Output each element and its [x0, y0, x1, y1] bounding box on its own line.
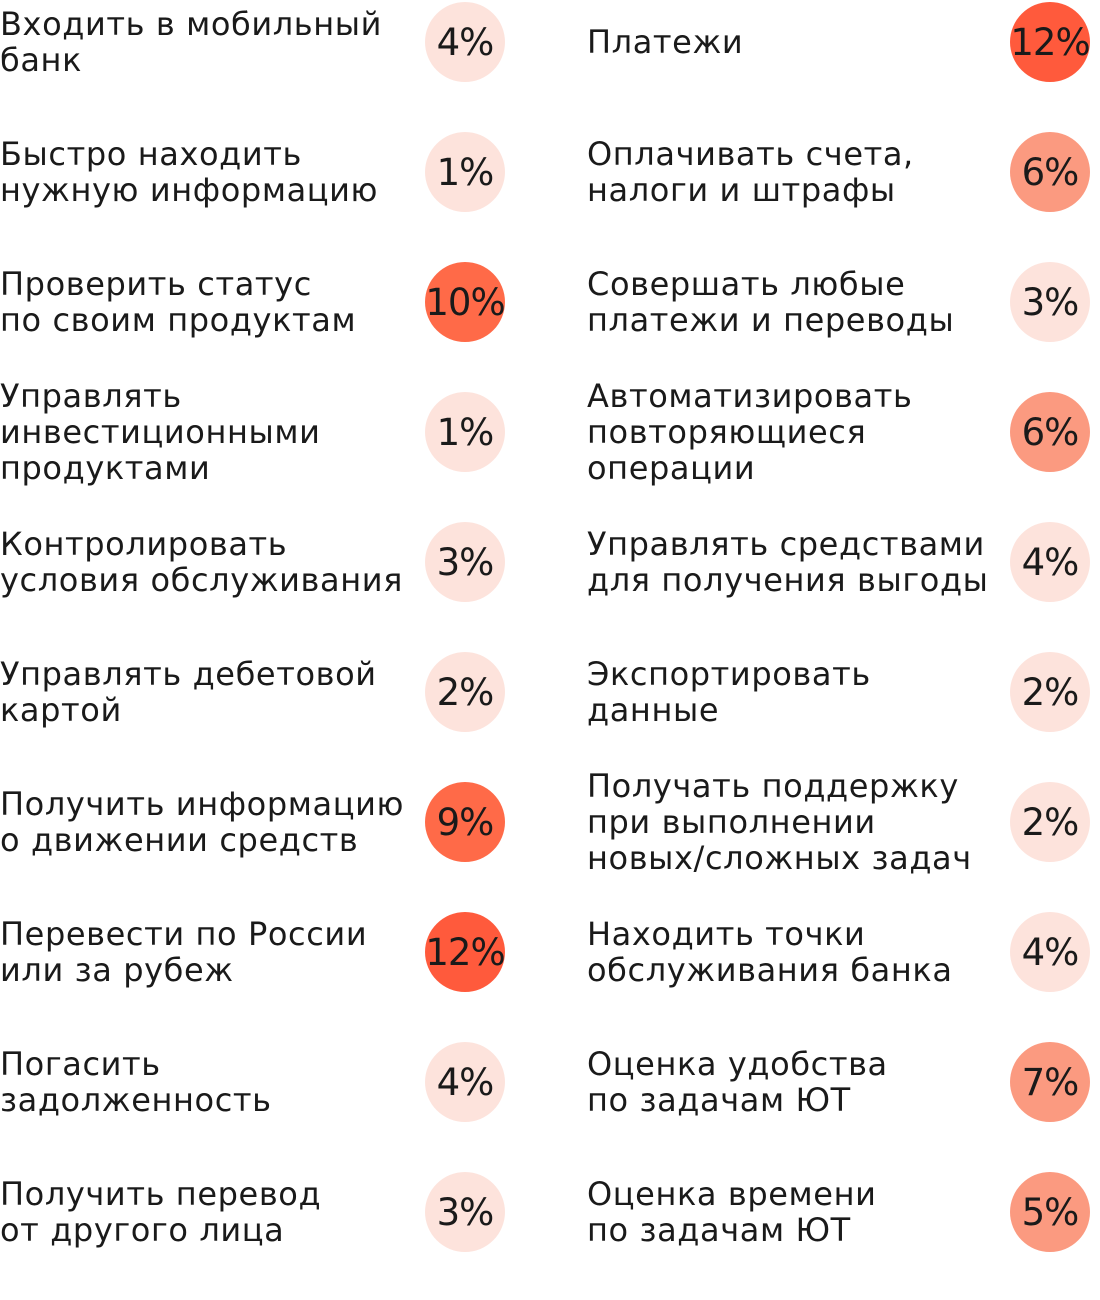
task-row: Находить точки обслуживания банка 4% — [587, 912, 1097, 992]
percent-bubble: 3% — [425, 1172, 505, 1252]
percent-bubble: 2% — [425, 652, 505, 732]
percent-bubble: 6% — [1010, 132, 1090, 212]
task-label: Перевести по России или за рубеж — [0, 915, 368, 989]
task-row: Автоматизировать повторяющиеся операции 6… — [587, 377, 1097, 487]
task-label: Оценка времени по задачам ЮТ — [587, 1175, 877, 1249]
task-label: Управлять инвестиционными продуктами — [0, 377, 321, 487]
task-label: Управлять дебетовой картой — [0, 655, 377, 729]
percent-bubble: 6% — [1010, 392, 1090, 472]
task-label: Находить точки обслуживания банка — [587, 915, 953, 989]
percent-bubble: 12% — [425, 912, 506, 992]
task-label: Получить перевод от другого лица — [0, 1175, 322, 1249]
task-row: Управлять дебетовой картой 2% — [0, 652, 510, 732]
task-row: Получать поддержку при выполнении новых/… — [587, 767, 1097, 877]
task-row: Входить в мобильный банк 4% — [0, 2, 510, 82]
task-label: Быстро находить нужную информацию — [0, 135, 379, 209]
task-row: Оплачивать счета, налоги и штрафы 6% — [587, 132, 1097, 212]
task-label: Экспортировать данные — [587, 655, 871, 729]
task-label: Проверить статус по своим продуктам — [0, 265, 357, 339]
task-label: Управлять средствами для получения выгод… — [587, 525, 989, 599]
task-row: Контролировать условия обслуживания 3% — [0, 522, 510, 602]
task-label: Погасить задолженность — [0, 1045, 272, 1119]
percent-bubble: 12% — [1010, 2, 1091, 82]
percent-bubble: 10% — [425, 262, 506, 342]
percent-bubble: 9% — [425, 782, 505, 862]
percent-bubble: 4% — [425, 2, 505, 82]
task-label: Совершать любые платежи и переводы — [587, 265, 955, 339]
percent-bubble: 3% — [425, 522, 505, 602]
task-row: Погасить задолженность 4% — [0, 1042, 510, 1122]
task-row: Перевести по России или за рубеж 12% — [0, 912, 510, 992]
task-label: Получить информацию о движении средств — [0, 785, 405, 859]
task-row: Быстро находить нужную информацию 1% — [0, 132, 510, 212]
task-label: Входить в мобильный банк — [0, 5, 383, 79]
task-row: Управлять инвестиционными продуктами 1% — [0, 377, 510, 487]
percent-bubble: 3% — [1010, 262, 1090, 342]
percent-bubble: 1% — [425, 392, 505, 472]
task-row: Оценка удобства по задачам ЮТ 7% — [587, 1042, 1097, 1122]
task-label: Платежи — [587, 23, 744, 61]
task-label: Автоматизировать повторяющиеся операции — [587, 377, 913, 487]
task-row: Совершать любые платежи и переводы 3% — [587, 262, 1097, 342]
percent-bubble: 1% — [425, 132, 505, 212]
percent-bubble: 4% — [1010, 912, 1090, 992]
task-row: Получить перевод от другого лица 3% — [0, 1172, 510, 1252]
percent-bubble: 4% — [1010, 522, 1090, 602]
task-row: Управлять средствами для получения выгод… — [587, 522, 1097, 602]
task-label: Получать поддержку при выполнении новых/… — [587, 767, 972, 877]
percent-bubble: 4% — [425, 1042, 505, 1122]
task-label: Оценка удобства по задачам ЮТ — [587, 1045, 888, 1119]
percent-bubble: 7% — [1010, 1042, 1090, 1122]
task-row: Проверить статус по своим продуктам 10% — [0, 262, 510, 342]
percent-bubble: 2% — [1010, 652, 1090, 732]
task-row: Оценка времени по задачам ЮТ 5% — [587, 1172, 1097, 1252]
task-row: Получить информацию о движении средств 9% — [0, 782, 510, 862]
task-label: Контролировать условия обслуживания — [0, 525, 403, 599]
task-row: Платежи 12% — [587, 2, 1097, 82]
percent-bubble: 2% — [1010, 782, 1090, 862]
percent-bubble: 5% — [1010, 1172, 1090, 1252]
task-label: Оплачивать счета, налоги и штрафы — [587, 135, 914, 209]
task-row: Экспортировать данные 2% — [587, 652, 1097, 732]
